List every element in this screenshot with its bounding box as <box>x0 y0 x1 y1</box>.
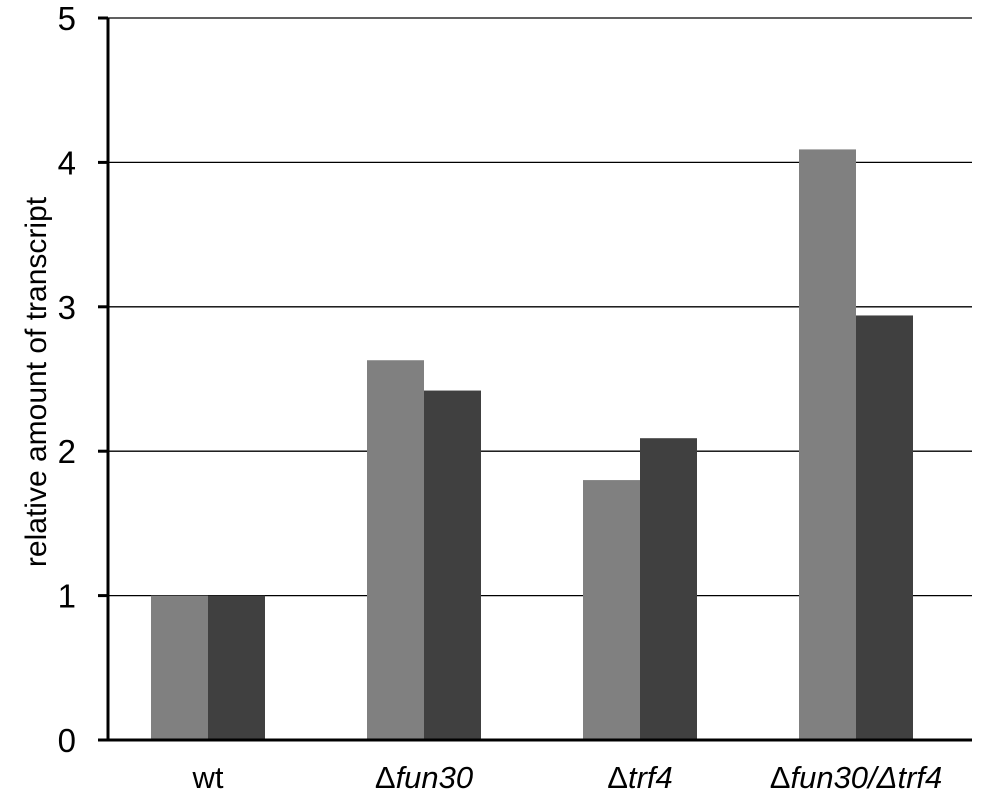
category-name: wt <box>192 760 224 795</box>
bar-fun30-series-1 <box>367 360 424 740</box>
delta-prefix: Δ <box>607 760 628 795</box>
y-tick-label: 2 <box>58 433 76 470</box>
category-name: trf4 <box>628 760 673 795</box>
y-tick-label: 3 <box>58 289 76 326</box>
category-name: fun30 <box>396 760 474 795</box>
x-category-label: Δfun30/Δtrf4 <box>770 760 943 795</box>
y-axis-label: relative amount of transcript <box>20 196 53 567</box>
bar-fun30-trf4-series-1 <box>799 149 856 741</box>
x-category-label: Δfun30 <box>375 760 473 795</box>
bar-trf4-series-1 <box>583 480 640 740</box>
bar-trf4-series-2 <box>640 438 697 740</box>
y-tick-label: 4 <box>58 144 76 181</box>
bars <box>151 149 913 741</box>
delta-prefix: Δ <box>375 760 396 795</box>
x-category-label: wt <box>192 760 224 795</box>
axes <box>98 16 972 742</box>
bar-fun30-series-2 <box>424 390 481 740</box>
x-category-labels: wt Δfun30 Δtrf4 Δfun30/Δtrf4 <box>192 760 943 795</box>
y-tick-label: 1 <box>58 578 76 615</box>
y-tick-label: 5 <box>58 0 76 37</box>
delta-prefix: Δ <box>770 760 791 795</box>
bar-fun30-trf4-series-2 <box>856 315 913 740</box>
y-tick-labels: 0 1 2 3 4 5 <box>58 0 76 759</box>
category-name: fun30/Δtrf4 <box>790 760 942 795</box>
bar-wt-series-2 <box>208 595 265 740</box>
bar-wt-series-1 <box>151 595 208 740</box>
y-tick-label: 0 <box>58 722 76 759</box>
x-category-label: Δtrf4 <box>607 760 673 795</box>
